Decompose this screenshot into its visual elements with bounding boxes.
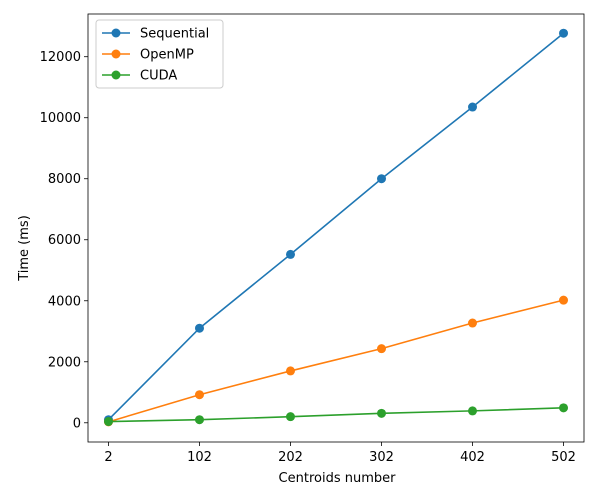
- data-point: [468, 406, 478, 416]
- x-tick-label: 2: [104, 450, 112, 465]
- data-point: [377, 174, 387, 184]
- data-point: [468, 102, 478, 112]
- data-point: [559, 403, 569, 413]
- series-cuda: [103, 403, 569, 427]
- legend-item: CUDA: [102, 69, 177, 84]
- series-openmp: [103, 295, 569, 427]
- y-tick-label: 8000: [48, 172, 81, 187]
- plot-area-border: [87, 13, 585, 443]
- data-point: [285, 249, 295, 259]
- y-tick-label: 12000: [40, 50, 81, 65]
- x-tick-label: 402: [460, 450, 485, 465]
- x-tick-label: 502: [551, 450, 576, 465]
- legend-marker: [111, 49, 121, 59]
- axes-frame: [87, 13, 585, 443]
- data-point: [194, 415, 204, 425]
- data-point: [559, 295, 569, 305]
- x-tick-label: 302: [369, 450, 394, 465]
- data-point: [559, 28, 569, 38]
- series-layer: [103, 28, 569, 427]
- y-tick-label: 4000: [48, 294, 81, 309]
- x-axis-ticks: 2 102 202 302 402 502: [104, 442, 576, 465]
- data-point: [285, 412, 295, 422]
- data-point: [377, 408, 387, 418]
- data-point: [194, 323, 204, 333]
- legend-label: CUDA: [140, 69, 177, 84]
- y-axis-ticks: 0 2000 4000 6000 8000 10000 12000: [40, 50, 88, 431]
- data-point: [285, 366, 295, 376]
- y-tick-label: 0: [73, 416, 81, 431]
- data-point: [103, 417, 113, 427]
- y-axis-label: Time (ms): [17, 215, 32, 282]
- legend-box: [95, 19, 224, 89]
- legend-marker: [111, 28, 121, 38]
- x-tick-label: 202: [278, 450, 303, 465]
- series-line: [108, 407, 564, 423]
- legend-label: OpenMP: [140, 48, 194, 63]
- x-tick-label: 102: [187, 450, 212, 465]
- data-point: [194, 390, 204, 400]
- legend-item: OpenMP: [102, 48, 194, 63]
- x-axis-label: Centroids number: [279, 471, 397, 486]
- y-tick-label: 6000: [48, 233, 81, 248]
- data-point: [377, 344, 387, 354]
- legend-marker: [111, 70, 121, 80]
- series-line: [108, 299, 564, 423]
- legend: Sequential OpenMP CUDA: [95, 19, 224, 89]
- y-tick-label: 2000: [48, 355, 81, 370]
- legend-item: Sequential: [102, 27, 209, 42]
- series-line: [107, 32, 565, 421]
- legend-label: Sequential: [140, 27, 209, 42]
- y-tick-label: 10000: [40, 111, 81, 126]
- data-point: [468, 318, 478, 328]
